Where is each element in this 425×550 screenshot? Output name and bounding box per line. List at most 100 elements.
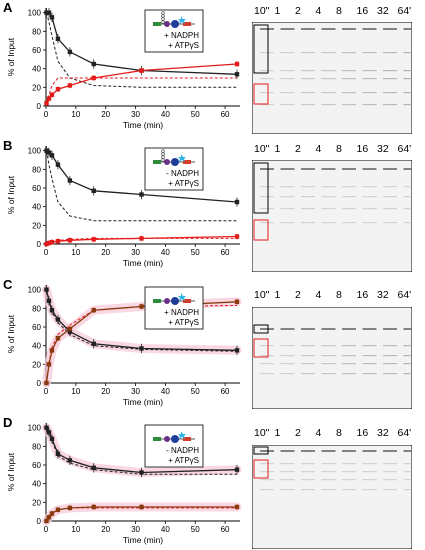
gel-band-faint xyxy=(362,479,377,481)
gel-band-faint xyxy=(383,363,397,365)
data-point xyxy=(67,83,73,88)
y-tick-label: 40 xyxy=(32,203,41,212)
red-region-box xyxy=(253,83,269,105)
data-point xyxy=(44,148,49,153)
legend-line2: + ATPγS xyxy=(168,41,199,50)
x-tick-label: 50 xyxy=(191,248,200,257)
gel-band xyxy=(260,28,274,30)
gel-band-faint xyxy=(403,92,412,94)
x-axis-label: Time (min) xyxy=(123,120,163,130)
fit-line xyxy=(46,12,238,75)
red-region-box xyxy=(253,219,269,241)
gel-band-faint xyxy=(321,355,336,357)
gel-band-faint xyxy=(362,463,377,465)
gel-band-faint xyxy=(383,489,397,491)
gel-band-faint xyxy=(362,70,377,72)
gel-band-faint xyxy=(260,479,274,481)
y-axis-label: % of Input xyxy=(6,314,16,353)
gel-band xyxy=(403,328,412,330)
x-tick-label: 20 xyxy=(101,248,110,257)
fit-confidence-band xyxy=(42,423,242,477)
y-tick-label: 60 xyxy=(32,323,41,332)
gel-band-faint xyxy=(362,52,377,54)
x-tick-label: 30 xyxy=(131,525,140,534)
dashed-fit-line xyxy=(46,77,237,104)
lane-label: 16 xyxy=(356,5,369,17)
lane-label: 10" xyxy=(254,289,270,301)
domain-red xyxy=(183,22,191,26)
y-axis-label: % of Input xyxy=(6,452,16,491)
data-point xyxy=(234,61,240,67)
gel-band-faint xyxy=(403,78,412,80)
data-point xyxy=(44,287,49,292)
gel-band-faint xyxy=(383,186,397,188)
gel-band-faint xyxy=(342,489,356,491)
gel-background xyxy=(252,160,412,272)
gel-band xyxy=(301,328,315,330)
gel-band-faint xyxy=(280,373,295,375)
domain-green xyxy=(153,22,161,26)
data-point xyxy=(91,341,96,346)
data-point xyxy=(55,336,61,341)
gel-band-faint xyxy=(280,196,295,198)
x-tick-label: 40 xyxy=(161,248,170,257)
gel-band-faint xyxy=(321,463,336,465)
y-tick-label: 60 xyxy=(32,184,41,193)
x-tick-label: 40 xyxy=(161,110,170,119)
gel-band-faint xyxy=(362,489,377,491)
gel-band-faint xyxy=(342,78,356,80)
data-point xyxy=(49,511,55,516)
gel-band-faint xyxy=(342,345,356,347)
y-tick-label: 20 xyxy=(32,221,41,230)
gel-band xyxy=(280,328,295,330)
y-tick-label: 20 xyxy=(32,83,41,92)
gel-band-faint xyxy=(260,104,274,106)
gel-band xyxy=(383,328,397,330)
x-tick-label: 60 xyxy=(221,110,230,119)
data-point xyxy=(44,518,49,524)
domain-purple xyxy=(164,159,170,165)
y-tick-label: 80 xyxy=(32,304,41,313)
x-tick-label: 50 xyxy=(191,110,200,119)
gel-band-faint xyxy=(383,471,397,473)
gel-band-faint xyxy=(280,345,295,347)
lane-label: 10" xyxy=(254,427,270,439)
data-point xyxy=(234,72,240,77)
gel-band xyxy=(260,450,274,452)
lane-label: 8 xyxy=(336,289,342,301)
y-axis-label: % of Input xyxy=(6,175,16,214)
gel-band xyxy=(321,168,336,170)
protein-cartoon-icon xyxy=(153,11,195,28)
black-region-box xyxy=(253,446,269,455)
data-point xyxy=(139,236,144,241)
gel-band-faint xyxy=(342,471,356,473)
data-point xyxy=(55,87,61,92)
gel-band xyxy=(342,328,356,330)
gel-band-faint xyxy=(301,70,315,72)
gel-band xyxy=(321,328,336,330)
data-point xyxy=(67,505,73,511)
gel-band-faint xyxy=(342,208,356,210)
legend-line1: - NADPH xyxy=(166,169,199,178)
gel-band-faint xyxy=(362,196,377,198)
black-region-box xyxy=(253,324,269,334)
data-point xyxy=(49,239,55,245)
black-region-box xyxy=(253,24,269,74)
domain-blue xyxy=(171,158,179,166)
gel-band-faint xyxy=(362,78,377,80)
x-tick-label: 50 xyxy=(191,525,200,534)
panel-letter-d: D xyxy=(3,415,13,430)
domain-green xyxy=(153,437,161,441)
x-tick-label: 30 xyxy=(131,387,140,396)
domain-red xyxy=(183,160,191,164)
gel-band-faint xyxy=(403,345,412,347)
domain-green xyxy=(153,160,161,164)
gel-band-faint xyxy=(260,70,274,72)
gel-band-faint xyxy=(260,222,274,224)
lane-label: 2 xyxy=(295,143,301,155)
gel-band-faint xyxy=(260,345,274,347)
x-tick-label: 10 xyxy=(71,525,80,534)
gel-band-faint xyxy=(383,355,397,357)
gel-band-faint xyxy=(301,463,315,465)
gel-band-faint xyxy=(301,186,315,188)
